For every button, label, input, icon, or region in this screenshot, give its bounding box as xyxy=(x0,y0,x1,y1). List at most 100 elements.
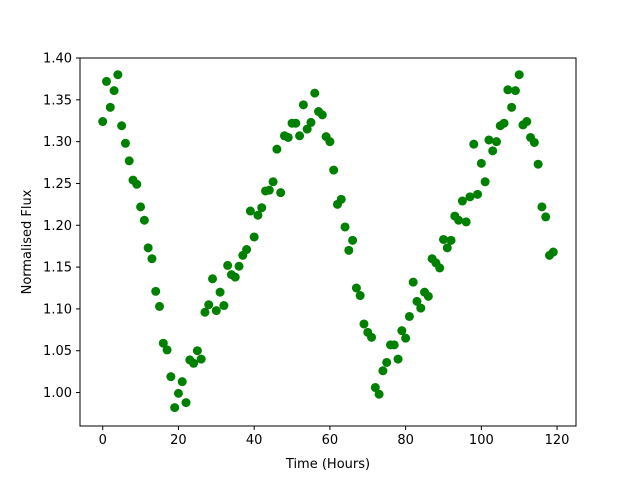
data-point xyxy=(245,206,255,216)
data-point xyxy=(537,202,547,212)
data-point xyxy=(374,389,384,399)
data-point xyxy=(257,203,267,213)
data-point xyxy=(105,102,115,112)
data-point xyxy=(173,388,183,398)
data-point xyxy=(98,117,108,127)
plot-frame xyxy=(79,57,577,427)
data-point xyxy=(147,254,157,264)
x-tick-label: 60 xyxy=(322,433,339,448)
data-point xyxy=(143,243,153,253)
data-point xyxy=(416,303,426,313)
data-point xyxy=(491,137,501,147)
y-tick-label: 1.10 xyxy=(43,302,72,317)
data-point xyxy=(514,70,524,80)
data-point xyxy=(200,307,210,317)
data-point xyxy=(461,217,471,227)
data-point xyxy=(192,346,202,356)
data-point xyxy=(189,358,199,368)
data-point xyxy=(170,403,180,413)
data-point xyxy=(166,372,176,382)
data-point xyxy=(306,117,316,127)
data-point xyxy=(155,301,165,311)
y-tick-label: 1.00 xyxy=(43,386,72,401)
data-point xyxy=(541,212,551,222)
data-point xyxy=(457,196,467,206)
data-point xyxy=(219,301,229,311)
data-point xyxy=(359,319,369,329)
x-tick-label: 0 xyxy=(99,433,107,448)
data-point xyxy=(196,354,206,364)
data-point xyxy=(264,185,274,195)
data-point xyxy=(548,247,558,257)
data-point xyxy=(484,135,494,145)
data-point xyxy=(162,345,172,355)
data-point xyxy=(389,340,399,350)
data-point xyxy=(344,245,354,255)
data-point xyxy=(533,159,543,169)
x-tick-label: 120 xyxy=(545,433,570,448)
data-point xyxy=(268,177,278,187)
data-point xyxy=(158,338,168,348)
data-point xyxy=(438,234,448,244)
y-axis-label: Normalised Flux xyxy=(20,189,35,294)
data-point xyxy=(234,261,244,271)
data-point xyxy=(276,188,286,198)
data-point xyxy=(404,311,414,321)
data-point xyxy=(488,146,498,156)
data-point xyxy=(336,194,346,204)
data-point xyxy=(295,131,305,141)
data-point xyxy=(408,277,418,287)
x-tick-label: 20 xyxy=(170,433,187,448)
data-point xyxy=(124,156,134,166)
x-tick-label: 40 xyxy=(246,433,263,448)
data-point xyxy=(446,235,456,245)
data-point xyxy=(370,383,380,393)
data-point xyxy=(469,139,479,149)
data-point xyxy=(291,118,301,128)
y-tick-label: 1.30 xyxy=(43,135,72,150)
data-points xyxy=(98,70,558,413)
data-point xyxy=(367,332,377,342)
data-point xyxy=(181,398,191,408)
data-point xyxy=(211,306,221,316)
y-tick-label: 1.35 xyxy=(43,93,72,108)
data-point xyxy=(132,179,142,189)
data-point xyxy=(499,118,509,128)
data-point xyxy=(401,333,411,343)
data-point xyxy=(476,158,486,168)
data-point xyxy=(139,215,149,225)
data-point xyxy=(120,138,130,148)
y-tick-label: 1.25 xyxy=(43,177,72,192)
data-point xyxy=(298,100,308,110)
y-tick-label: 1.40 xyxy=(43,52,72,67)
data-point xyxy=(378,366,388,376)
data-point xyxy=(529,137,539,147)
x-tick-label: 80 xyxy=(397,433,414,448)
y-tick-label: 1.20 xyxy=(43,219,72,234)
x-tick-label: 100 xyxy=(469,433,494,448)
data-point xyxy=(242,245,252,255)
data-point xyxy=(351,283,361,293)
data-point xyxy=(325,137,335,147)
data-point xyxy=(423,291,433,301)
y-tick-label: 1.15 xyxy=(43,261,72,276)
x-axis-ticks: 0 20 40 60 80 100 120 xyxy=(99,426,570,448)
y-tick-label: 1.05 xyxy=(43,344,72,359)
data-point xyxy=(302,124,312,134)
data-point xyxy=(507,102,517,112)
data-point xyxy=(223,260,233,270)
data-point xyxy=(215,287,225,297)
data-point xyxy=(136,202,146,212)
data-point xyxy=(382,357,392,367)
data-point xyxy=(465,192,475,202)
data-point xyxy=(317,110,327,120)
data-point xyxy=(480,177,490,187)
data-point xyxy=(117,121,127,131)
data-point xyxy=(510,86,520,96)
data-point xyxy=(177,377,187,387)
data-point xyxy=(329,165,339,175)
data-point xyxy=(412,296,422,306)
y-axis-ticks: 1.00 1.05 1.10 1.15 1.20 1.25 1.30 1.35 1.40 xyxy=(43,52,80,401)
